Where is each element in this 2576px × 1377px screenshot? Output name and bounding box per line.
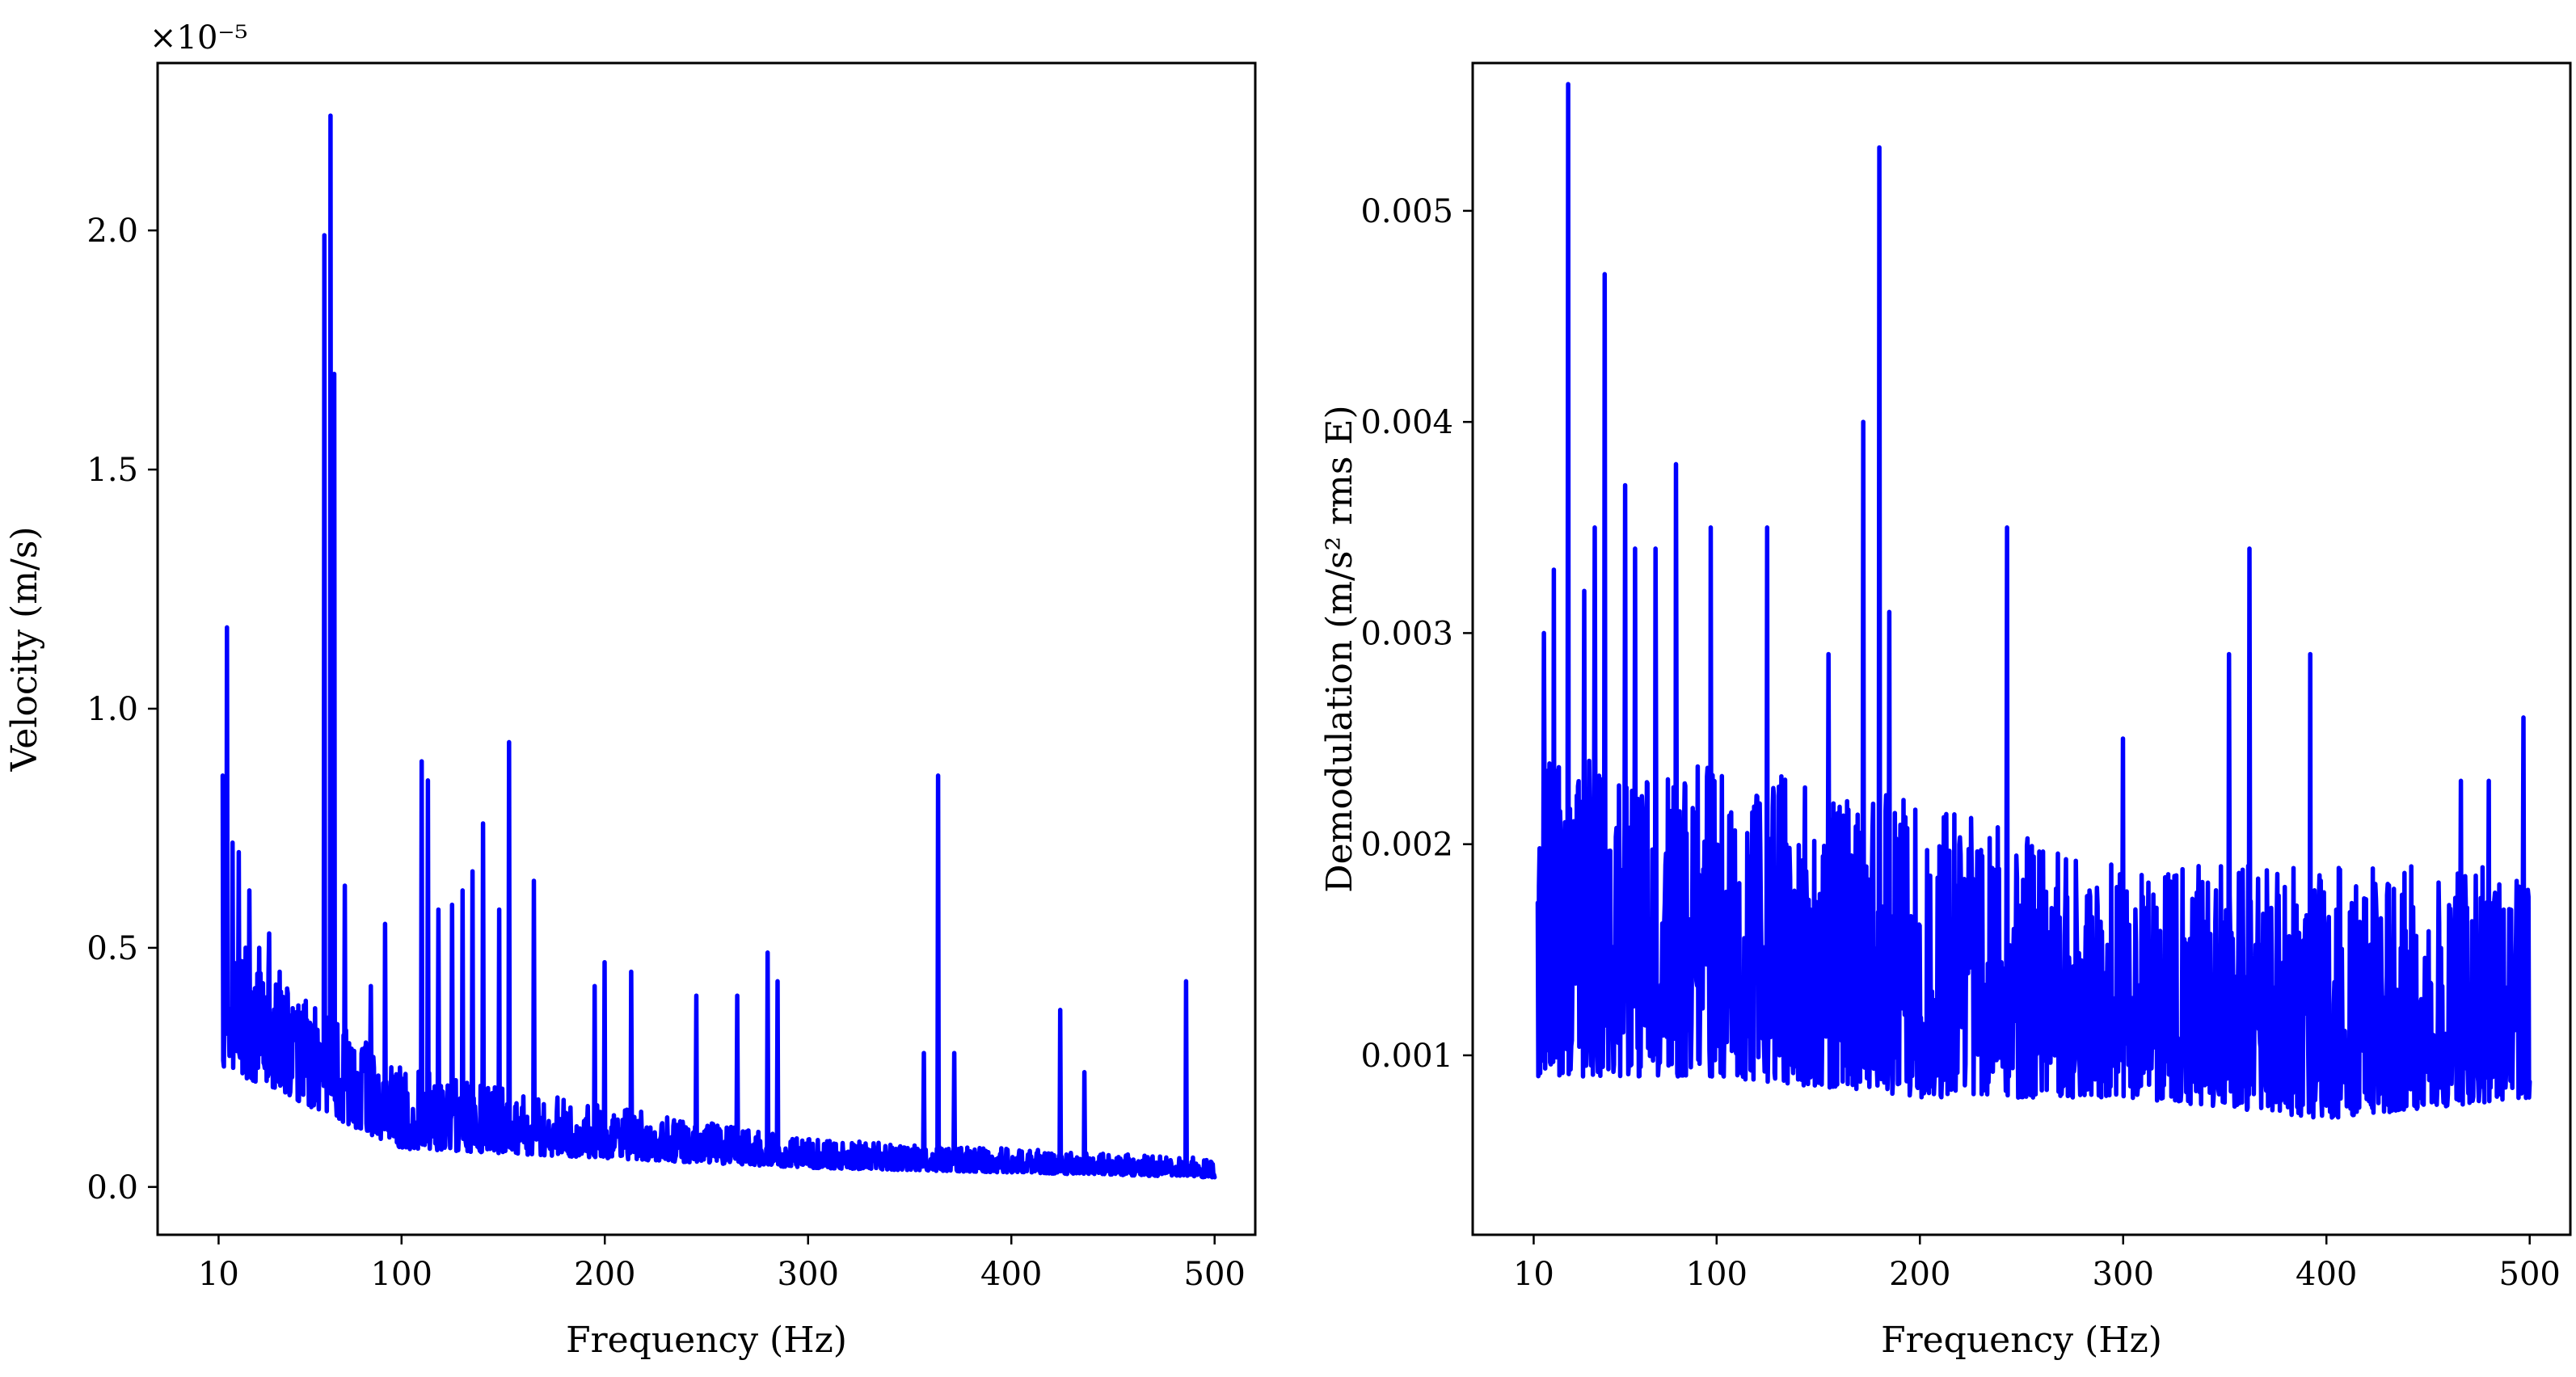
y-tick-label: 0.005: [1360, 193, 1453, 230]
demodulation-y-ticks: 0.001 0.002 0.003 0.004 0.005: [1360, 193, 1473, 1075]
x-tick-label: 200: [574, 1256, 635, 1293]
velocity-x-axis-label: Frequency (Hz): [566, 1320, 847, 1361]
velocity-subplot: 10 100 200 300 400 500 0.0 0.5 1.0 1.5 2.0 Freque…: [4, 19, 1257, 1361]
demodulation-spectrum-line: [1535, 82, 2532, 1120]
y-tick-label: 0.002: [1360, 827, 1453, 864]
y-tick-label: 0.5: [86, 930, 138, 967]
demodulation-x-axis-label: Frequency (Hz): [1881, 1320, 2162, 1361]
velocity-y-axis-label: Velocity (m/s): [4, 526, 45, 772]
demodulation-axes-frame: [1471, 61, 2572, 1236]
x-tick-label: 200: [1889, 1256, 1950, 1293]
y-tick-label: 0.003: [1360, 615, 1453, 652]
x-tick-label: 400: [980, 1256, 1042, 1293]
y-tick-label: 0.0: [86, 1169, 138, 1206]
x-tick-label: 100: [371, 1256, 432, 1293]
demodulation-subplot: 10 100 200 300 400 500 0.0010.0020.0030.0040.…: [1319, 61, 2572, 1361]
velocity-y-offset-label: ×10⁻⁵: [150, 19, 248, 57]
x-tick-label: 500: [1184, 1256, 1246, 1293]
x-tick-label: 100: [1686, 1256, 1748, 1293]
y-tick-label: 0.004: [1360, 404, 1453, 441]
x-tick-label: 300: [778, 1256, 839, 1293]
demodulation-y-axis-label: Demodulation (m/s² rms E): [1319, 405, 1360, 892]
velocity-axes-frame: [156, 61, 1257, 1236]
velocity-y-ticks: 0.0 0.5 1.0 1.5 2.0: [86, 213, 158, 1206]
velocity-x-ticks: 10 100 200 300 400 500: [198, 1235, 1246, 1293]
velocity-spectrum-line: [220, 113, 1217, 1180]
x-tick-label: 10: [1513, 1256, 1554, 1293]
x-tick-label: 10: [198, 1256, 239, 1293]
y-tick-label: 1.0: [86, 691, 138, 728]
x-tick-label: 300: [2093, 1256, 2154, 1293]
x-tick-label: 500: [2499, 1256, 2561, 1293]
y-tick-label: 1.5: [86, 452, 138, 489]
demodulation-x-ticks: 10 100 200 300 400 500: [1513, 1235, 2561, 1293]
y-tick-label: 0.001: [1360, 1038, 1453, 1075]
x-tick-label: 400: [2296, 1256, 2357, 1293]
y-tick-label: 2.0: [86, 213, 138, 250]
